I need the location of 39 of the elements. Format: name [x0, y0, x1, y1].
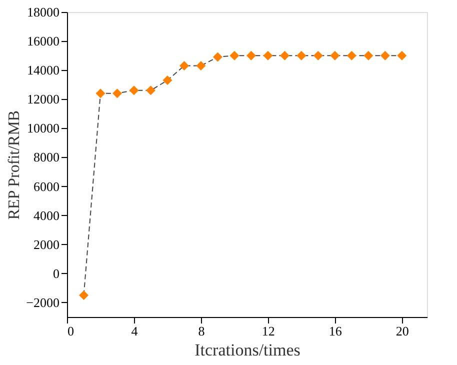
- point: [296, 50, 306, 60]
- point: [146, 86, 156, 96]
- point: [364, 50, 374, 60]
- y-tick-label: −2000: [26, 294, 60, 310]
- point: [230, 50, 240, 60]
- x-tick-label: 16: [328, 324, 342, 338]
- y-tick-label: 18000: [27, 4, 60, 20]
- point: [79, 290, 88, 300]
- point: [96, 88, 106, 98]
- y-tick-label: 8000: [34, 150, 60, 165]
- point: [196, 60, 206, 70]
- point: [330, 50, 340, 60]
- y-tick-label: 2000: [34, 236, 60, 252]
- x-tick-label: 20: [396, 324, 409, 338]
- point: [246, 50, 256, 60]
- y-tick-label: 6000: [34, 178, 60, 194]
- point: [263, 50, 273, 60]
- y-tick-label: 10000: [27, 120, 60, 136]
- y-tick-label: 12000: [27, 92, 60, 107]
- y-tick-label: 16000: [27, 34, 60, 49]
- x-tick-label: 0: [68, 324, 74, 338]
- point: [212, 52, 222, 62]
- y-axis-title: REP Profit/RMB: [6, 110, 24, 220]
- y-tick-label: 14000: [27, 62, 60, 78]
- point: [397, 50, 407, 60]
- point: [112, 88, 122, 98]
- point: [129, 86, 139, 96]
- point: [162, 76, 172, 86]
- x-tick-label: 12: [262, 324, 275, 338]
- x-axis-title: Itcrations/times: [194, 340, 300, 360]
- x-tick-label: 4: [131, 324, 138, 338]
- point: [313, 50, 323, 60]
- y-tick-label: 4000: [34, 208, 60, 223]
- y-tick-label: 0: [53, 266, 60, 281]
- point: [380, 50, 390, 60]
- point: [346, 50, 356, 60]
- x-tick-label: 8: [198, 324, 205, 338]
- point: [280, 50, 290, 60]
- point: [179, 60, 189, 70]
